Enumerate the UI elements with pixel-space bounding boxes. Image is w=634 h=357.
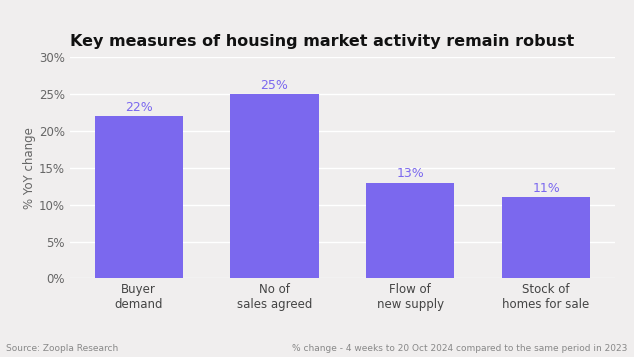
Bar bbox=[502, 197, 590, 278]
Bar bbox=[366, 182, 455, 278]
Text: % change - 4 weeks to 20 Oct 2024 compared to the same period in 2023: % change - 4 weeks to 20 Oct 2024 compar… bbox=[292, 345, 628, 353]
Bar bbox=[94, 116, 183, 278]
Text: 11%: 11% bbox=[532, 182, 560, 195]
Text: 25%: 25% bbox=[261, 79, 288, 92]
Y-axis label: % YoY change: % YoY change bbox=[23, 127, 36, 209]
Text: Source: Zoopla Research: Source: Zoopla Research bbox=[6, 345, 119, 353]
Text: 13%: 13% bbox=[396, 167, 424, 180]
Title: Key measures of housing market activity remain robust: Key measures of housing market activity … bbox=[70, 34, 574, 49]
Bar bbox=[230, 94, 319, 278]
Text: 22%: 22% bbox=[125, 101, 153, 114]
